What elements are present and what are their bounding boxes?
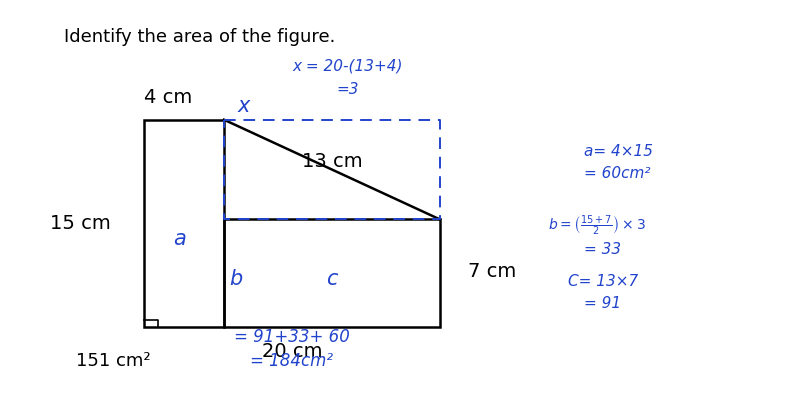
Text: x = 20-(13+4): x = 20-(13+4) bbox=[293, 58, 403, 73]
Text: b: b bbox=[230, 269, 242, 289]
Text: 4 cm: 4 cm bbox=[144, 88, 192, 107]
Text: = 91+33+ 60: = 91+33+ 60 bbox=[234, 328, 350, 346]
Text: 15 cm: 15 cm bbox=[50, 214, 110, 233]
Text: = 184cm²: = 184cm² bbox=[250, 352, 334, 370]
Text: x: x bbox=[238, 96, 250, 116]
Text: C= 13×7: C= 13×7 bbox=[568, 274, 638, 289]
Text: c: c bbox=[326, 269, 338, 289]
Text: 20 cm: 20 cm bbox=[262, 342, 322, 361]
Text: Identify the area of the figure.: Identify the area of the figure. bbox=[64, 28, 335, 46]
Text: a= 4×15: a= 4×15 bbox=[584, 144, 653, 159]
Text: 151 cm²: 151 cm² bbox=[76, 352, 150, 370]
Text: 7 cm: 7 cm bbox=[468, 262, 516, 281]
Text: a: a bbox=[174, 229, 186, 249]
Text: 13 cm: 13 cm bbox=[302, 152, 362, 171]
Text: = 33: = 33 bbox=[584, 242, 621, 257]
Text: = 91: = 91 bbox=[584, 296, 621, 311]
Text: =3: =3 bbox=[337, 82, 359, 97]
Text: = 60cm²: = 60cm² bbox=[584, 166, 650, 181]
Text: $b=\left(\frac{15+7}{2}\right)\times 3$: $b=\left(\frac{15+7}{2}\right)\times 3$ bbox=[548, 213, 646, 238]
